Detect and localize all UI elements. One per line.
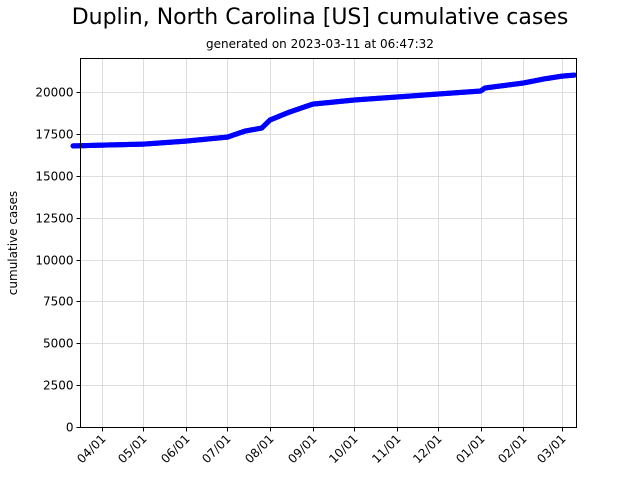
y-tick-label: 10000	[35, 254, 73, 268]
chart-title: Duplin, North Carolina [US] cumulative c…	[71, 5, 569, 30]
x-tick-label: 05/01	[115, 432, 149, 466]
grid-lines	[80, 58, 577, 428]
x-tick-label: 04/01	[74, 432, 108, 466]
x-tick-label: 11/01	[369, 432, 403, 466]
y-tick-label: 5000	[43, 337, 74, 351]
plot-frame	[80, 58, 577, 428]
y-tick-label: 12500	[35, 212, 73, 226]
y-tick-label: 15000	[35, 170, 73, 184]
y-tick-label: 7500	[43, 295, 74, 309]
x-axis-ticks: 04/01 05/01 06/01 07/01 08/01 09/01 10/01 11/01…	[74, 427, 569, 466]
x-tick-label: 07/01	[199, 432, 233, 466]
x-tick-label: 09/01	[285, 432, 319, 466]
y-axis-label: cumulative cases	[6, 191, 20, 295]
y-tick-label: 17500	[35, 128, 73, 142]
data-series	[70, 72, 577, 149]
x-tick-label: 12/01	[410, 432, 444, 466]
x-tick-label: 01/01	[453, 432, 487, 466]
chart-subtitle: generated on 2023-03-11 at 06:47:32	[206, 37, 434, 51]
x-tick-label: 03/01	[534, 432, 568, 466]
y-tick-label: 2500	[43, 379, 74, 393]
x-tick-label: 02/01	[495, 432, 529, 466]
x-tick-label: 10/01	[326, 432, 360, 466]
y-tick-label: 0	[66, 421, 74, 435]
x-tick-label: 06/01	[158, 432, 192, 466]
y-tick-label: 20000	[35, 86, 73, 100]
data-point	[571, 72, 577, 78]
x-tick-label: 08/01	[242, 432, 276, 466]
y-axis-ticks: 0 2500 5000 7500 10000 12500 15000 17500 20000	[35, 86, 81, 435]
